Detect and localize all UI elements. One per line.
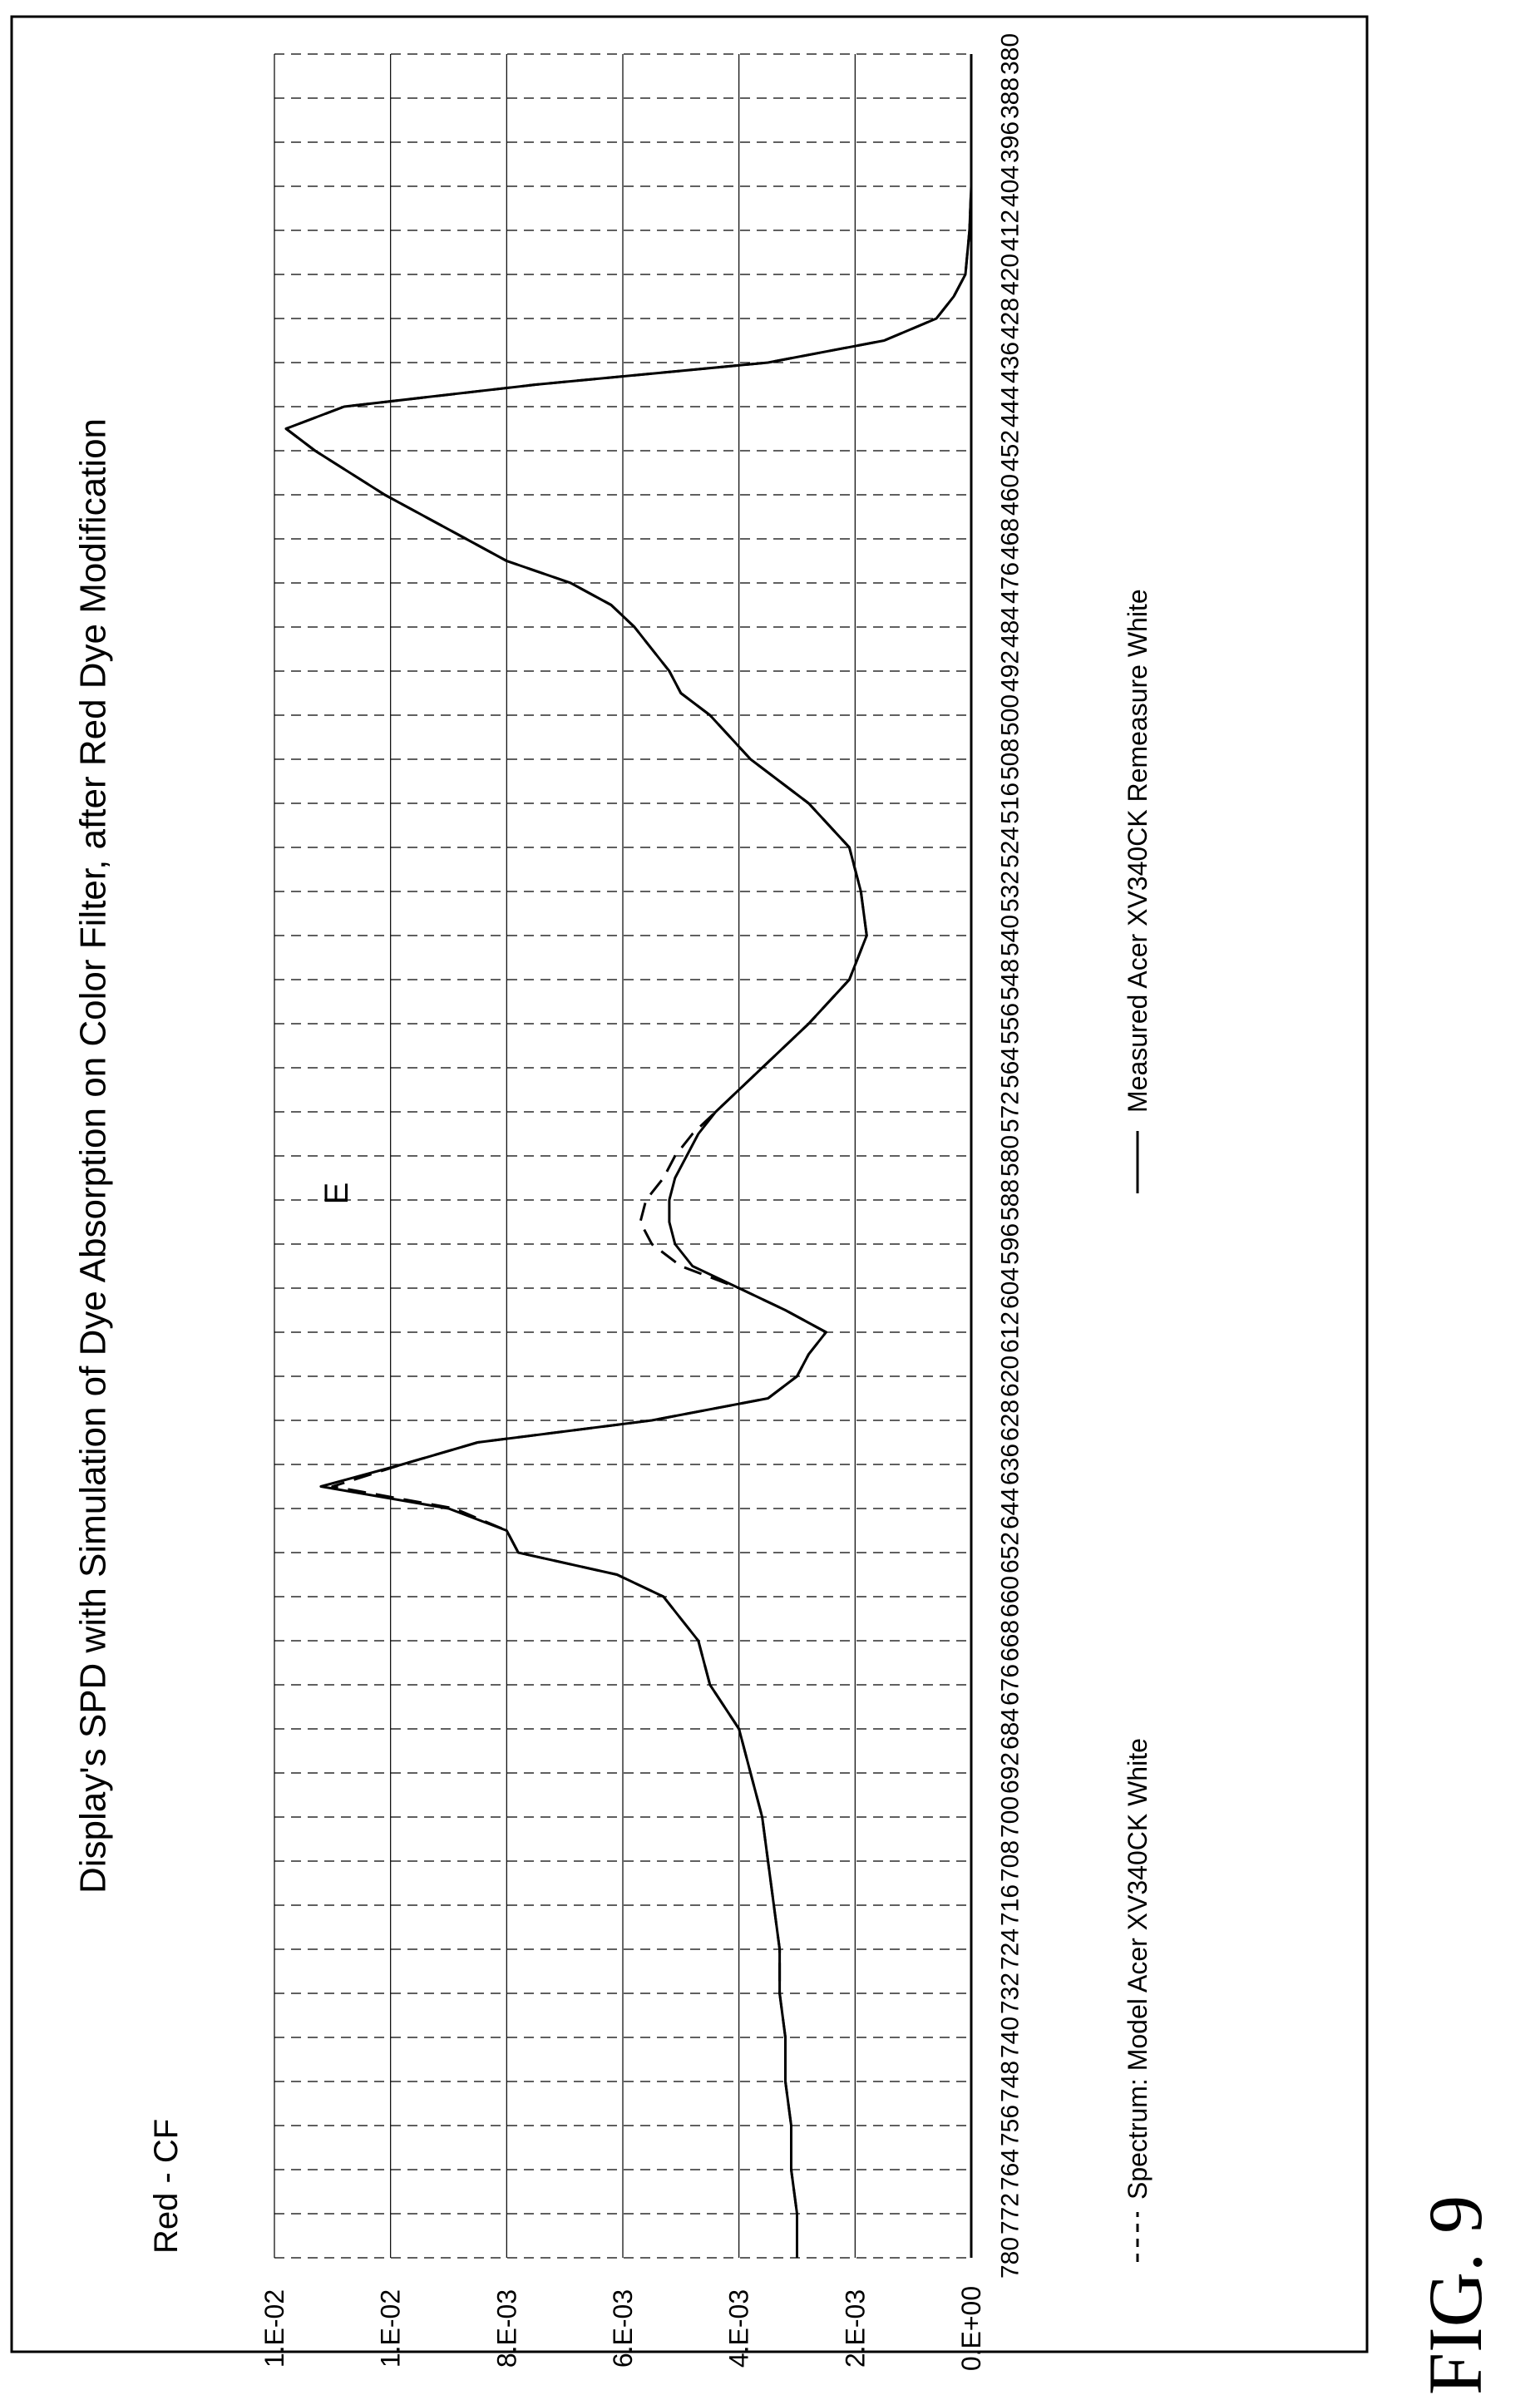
x-tick-label: 436 bbox=[997, 342, 1024, 383]
x-tick-label: 524 bbox=[997, 827, 1024, 868]
x-tick-label: 540 bbox=[997, 915, 1024, 956]
x-tick-label: 692 bbox=[997, 1752, 1024, 1794]
x-tick-label: 508 bbox=[997, 738, 1024, 780]
legend-label-model: Spectrum: Model Acer XV340CK White bbox=[1123, 1738, 1153, 2200]
y-tick-label: 4.E-03 bbox=[724, 2289, 754, 2368]
x-tick-label: 532 bbox=[997, 871, 1024, 912]
x-tick-label: 596 bbox=[997, 1223, 1024, 1265]
x-tick-label: 396 bbox=[997, 121, 1024, 163]
x-tick-label: 660 bbox=[997, 1576, 1024, 1617]
x-tick-label: 500 bbox=[997, 694, 1024, 736]
x-tick-label: 780 bbox=[997, 2237, 1024, 2279]
x-tick-label: 756 bbox=[997, 2105, 1024, 2146]
chart-title: Display's SPD with Simulation of Dye Abs… bbox=[73, 418, 114, 1894]
series-line-measured bbox=[284, 54, 973, 2258]
x-tick-label: 572 bbox=[997, 1091, 1024, 1133]
x-tick-label: 564 bbox=[997, 1047, 1024, 1089]
x-tick-label: 428 bbox=[997, 298, 1024, 339]
grid bbox=[274, 53, 973, 2259]
figure-label: FIG. 9 bbox=[1413, 2195, 1498, 2395]
x-tick-label: 700 bbox=[997, 1796, 1024, 1838]
figure-border bbox=[10, 15, 1369, 2353]
x-tick-label: 620 bbox=[997, 1356, 1024, 1397]
x-tick-label: 484 bbox=[997, 606, 1024, 648]
x-tick-label: 604 bbox=[997, 1267, 1024, 1309]
x-tick-label: 716 bbox=[997, 1884, 1024, 1926]
x-tick-label: 676 bbox=[997, 1664, 1024, 1706]
x-tick-label: 668 bbox=[997, 1620, 1024, 1662]
x-tick-label: 684 bbox=[997, 1708, 1024, 1750]
chart-subtitle: Red - CF bbox=[148, 2119, 185, 2254]
x-tick-label: 556 bbox=[997, 1003, 1024, 1044]
x-tick-label: 644 bbox=[997, 1488, 1024, 1529]
x-tick-label: 764 bbox=[997, 2149, 1024, 2190]
x-tick-label: 476 bbox=[997, 562, 1024, 604]
x-tick-label: 748 bbox=[997, 2061, 1024, 2102]
x-tick-label: 404 bbox=[997, 165, 1024, 207]
x-tick-label: 740 bbox=[997, 2017, 1024, 2058]
x-tick-label: 516 bbox=[997, 783, 1024, 824]
x-tick-label: 708 bbox=[997, 1840, 1024, 1882]
x-tick-label: 420 bbox=[997, 254, 1024, 295]
series-lines bbox=[284, 54, 973, 2258]
x-tick-label: 492 bbox=[997, 650, 1024, 692]
x-tick-label: 588 bbox=[997, 1179, 1024, 1221]
legend-label-measured: Measured Acer XV340CK Remeasure White bbox=[1123, 589, 1153, 1113]
x-tick-label: 460 bbox=[997, 474, 1024, 516]
chart-text: 0.E+00 2.E-03 4.E-03 6.E-03 8.E-03 1.E-02 1.E-… bbox=[73, 33, 1153, 2371]
x-tick-label: 580 bbox=[997, 1135, 1024, 1177]
x-tick-label: 412 bbox=[997, 210, 1024, 251]
x-tick-label: 732 bbox=[997, 1973, 1024, 2014]
x-tick-label: 468 bbox=[997, 518, 1024, 560]
x-tick-label: 636 bbox=[997, 1444, 1024, 1485]
x-tick-label: 724 bbox=[997, 1928, 1024, 1970]
y-tick-label: 1.E-02 bbox=[376, 2289, 406, 2368]
x-tick-label: 652 bbox=[997, 1532, 1024, 1573]
annotation-e: E bbox=[318, 1183, 355, 1205]
x-tick-label: 628 bbox=[997, 1400, 1024, 1441]
y-tick-label: 0.E+00 bbox=[956, 2286, 986, 2371]
x-tick-label: 548 bbox=[997, 959, 1024, 1000]
y-tick-label: 8.E-03 bbox=[491, 2289, 521, 2368]
y-tick-label: 1.E-02 bbox=[259, 2289, 289, 2368]
x-tick-label: 612 bbox=[997, 1311, 1024, 1353]
x-tick-label: 380 bbox=[997, 33, 1024, 75]
y-tick-label: 2.E-03 bbox=[840, 2289, 870, 2368]
x-tick-label: 772 bbox=[997, 2193, 1024, 2235]
x-tick-label: 388 bbox=[997, 77, 1024, 119]
x-tick-label: 444 bbox=[997, 386, 1024, 427]
x-tick-label: 452 bbox=[997, 430, 1024, 472]
y-tick-label: 6.E-03 bbox=[608, 2289, 638, 2368]
